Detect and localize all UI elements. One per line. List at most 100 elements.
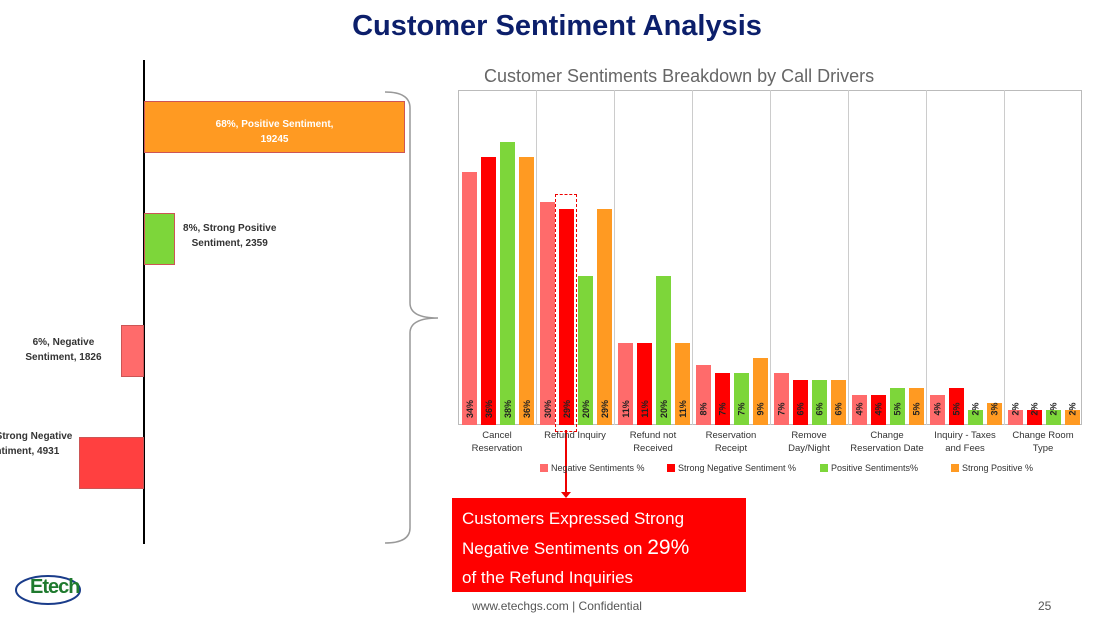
chart-bar xyxy=(1027,410,1042,425)
callout-line-2: Negative Sentiments on 29% xyxy=(462,533,736,563)
bar-value-text: 7% xyxy=(717,402,728,416)
bar-value-text: 20% xyxy=(580,399,591,419)
bar-value-label: 36% xyxy=(519,395,534,423)
chart-bar xyxy=(812,380,827,425)
bar-value-label: 20% xyxy=(656,395,671,423)
bar-value-text: 6% xyxy=(833,402,844,416)
legend-swatch xyxy=(540,464,548,472)
logo-text: Etech xyxy=(30,576,80,598)
category-separator xyxy=(926,90,927,425)
chart-bar xyxy=(618,343,633,425)
bar-value-label: 11% xyxy=(618,395,633,423)
chart-bar xyxy=(1065,410,1080,425)
category-separator xyxy=(614,90,615,425)
bar-label: 17%, Strong Negative Sentiment, 4931 xyxy=(0,431,73,457)
bar-value-label: 11% xyxy=(637,395,652,423)
callout-box: Customers Expressed Strong Negative Sent… xyxy=(452,498,746,592)
bar-value-text: 2% xyxy=(1010,402,1021,416)
bar-value-label: 36% xyxy=(481,395,496,423)
chart-bar xyxy=(852,395,867,425)
chart-bar xyxy=(1008,410,1023,425)
bar-value-text: 20% xyxy=(658,399,669,419)
legend-item: Strong Negative Sentiment % xyxy=(667,463,796,473)
legend-item: Negative Sentiments % xyxy=(540,463,645,473)
bar-value-text: 9% xyxy=(755,402,766,416)
category-label: Cancel Reservation xyxy=(471,430,523,454)
bar-value-text: 11% xyxy=(620,400,631,418)
legend-label: Strong Negative Sentiment % xyxy=(678,463,797,473)
bar-value-text: 30% xyxy=(542,399,553,419)
arrow-head xyxy=(561,492,571,498)
legend-item: Strong Positive % xyxy=(951,463,1033,473)
bar-value-label: 34% xyxy=(462,395,477,423)
legend-swatch xyxy=(820,464,828,472)
chart-bar xyxy=(675,343,690,425)
chart-bar xyxy=(597,209,612,425)
callout-text: Negative Sentiments on xyxy=(462,539,648,558)
bar-value-label: 4% xyxy=(871,395,886,423)
chart-bar xyxy=(559,209,574,425)
chart-bar xyxy=(753,358,768,425)
bar-value-label: 2% xyxy=(968,395,983,423)
bar-value-label: 4% xyxy=(852,395,867,423)
chart-bar xyxy=(696,365,711,425)
callout-line-1: Customers Expressed Strong xyxy=(462,509,685,528)
chart-title: Customer Sentiments Breakdown by Call Dr… xyxy=(484,66,875,86)
bar-value-label: 29% xyxy=(559,395,574,423)
left-axis xyxy=(143,60,145,544)
page-number: 25 xyxy=(1038,599,1052,613)
bar-value-text: 29% xyxy=(561,399,572,419)
bar-label: 8%, Strong Positive Sentiment, 2359 xyxy=(183,223,277,249)
bar-value-text: 7% xyxy=(736,402,747,416)
bar-value-text: 11% xyxy=(677,400,688,418)
category-separator xyxy=(1004,90,1005,425)
bar-value-label: 38% xyxy=(500,395,515,423)
category-label: Inquiry - Taxes and Fees xyxy=(934,430,996,454)
chart-bar xyxy=(734,372,749,425)
chart-bar xyxy=(578,276,593,425)
bar-value-text: 34% xyxy=(464,399,475,419)
chart-bar xyxy=(481,157,496,425)
category-separator xyxy=(848,90,849,425)
bar-value-text: 36% xyxy=(483,399,494,419)
legend-label: Negative Sentiments % xyxy=(551,463,645,473)
bar-value-text: 4% xyxy=(932,402,943,416)
bar-value-text: 2% xyxy=(970,402,981,416)
chart-bar xyxy=(871,395,886,425)
bar-value-label: 11% xyxy=(675,395,690,423)
bar-label: 68%, Positive Sentiment, 19245 xyxy=(215,119,334,145)
bar-value-label: 30% xyxy=(540,395,555,423)
bar-value-label: 6% xyxy=(831,395,846,423)
bar-value-text: 8% xyxy=(698,402,709,416)
logo: Etech xyxy=(14,572,84,613)
sentiment-bar xyxy=(120,325,144,377)
bar-value-label: 6% xyxy=(793,395,808,423)
bar-value-text: 36% xyxy=(521,399,532,419)
bar-value-label: 20% xyxy=(578,395,593,423)
highlight-arrow xyxy=(565,430,567,494)
bar-value-label: 2% xyxy=(1046,395,1061,423)
bar-value-text: 6% xyxy=(795,402,806,416)
chart-bar xyxy=(519,157,534,425)
category-label: Change Reservation Date xyxy=(850,430,924,454)
chart-bar xyxy=(909,387,924,425)
bar-value-text: 5% xyxy=(951,402,962,416)
chart-bar xyxy=(890,387,905,425)
chart-bar xyxy=(656,276,671,425)
chart-bar xyxy=(831,380,846,425)
category-label: Change Room Type xyxy=(1012,430,1074,454)
bar-value-label: 6% xyxy=(812,395,827,423)
bar-value-label: 3% xyxy=(987,395,1002,423)
category-label: Remove Day/Night xyxy=(788,430,830,454)
bar-value-label: 5% xyxy=(890,395,905,423)
category-separator xyxy=(536,90,537,425)
bar-value-text: 2% xyxy=(1048,402,1059,416)
bar-value-label: 4% xyxy=(930,395,945,423)
bar-value-text: 29% xyxy=(599,399,610,419)
category-label: Refund Inquiry xyxy=(544,430,606,441)
bar-value-text: 38% xyxy=(502,399,513,419)
legend-item: Positive Sentiments% xyxy=(820,463,918,473)
legend-swatch xyxy=(951,464,959,472)
callout-line-3: of the Refund Inquiries xyxy=(462,568,634,587)
bar-value-label: 8% xyxy=(696,395,711,423)
